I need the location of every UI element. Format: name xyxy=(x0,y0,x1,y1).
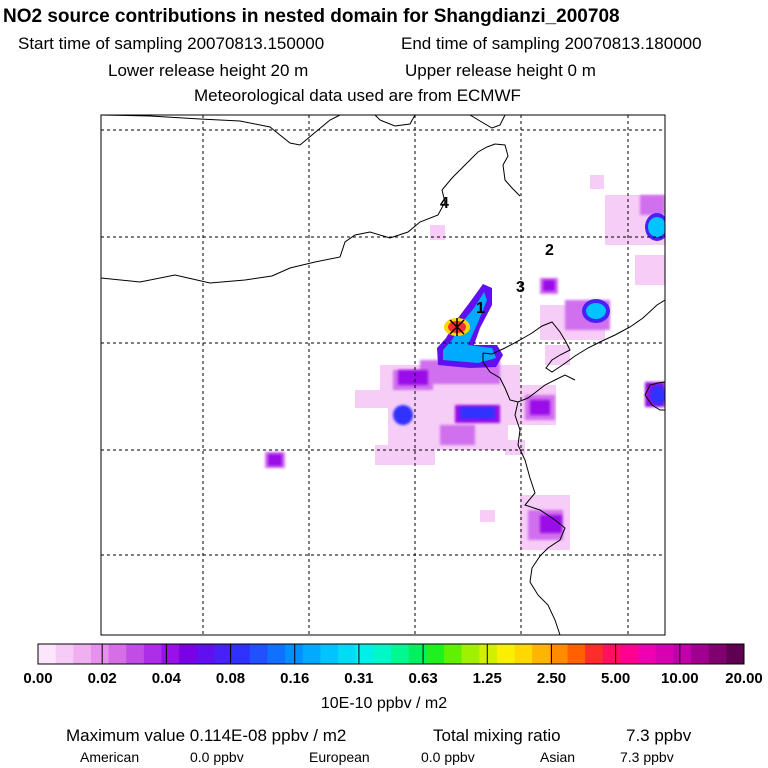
colorbar-unit: 10E-10 ppbv / m2 xyxy=(320,695,448,712)
total-mixing-ratio-label: Total mixing ratio xyxy=(433,726,561,745)
plume-cell xyxy=(398,370,428,385)
plume-cell xyxy=(268,454,282,466)
colorbar-swatch xyxy=(55,644,74,664)
station-marker xyxy=(449,318,465,336)
lower-release-height: Lower release height 20 m xyxy=(108,61,309,80)
plume-layer xyxy=(265,175,665,550)
colorbar-tick-label: 0.31 xyxy=(344,670,374,687)
start-time: Start time of sampling 20070813.150000 xyxy=(18,34,325,53)
plume-cell xyxy=(440,425,475,445)
region-label-2: 2 xyxy=(545,242,554,259)
plume-cell xyxy=(480,510,495,522)
colorbar-swatch xyxy=(355,644,374,664)
plume-cell xyxy=(393,405,413,425)
maximum-value: Maximum value 0.114E-08 ppbv / m2 xyxy=(66,726,347,745)
colorbar-swatch xyxy=(708,644,727,664)
plume-cell xyxy=(635,255,665,285)
plume-cell xyxy=(505,440,525,455)
upper-release-height: Upper release height 0 m xyxy=(405,61,596,80)
colorbar-swatch xyxy=(408,644,427,664)
colorbar-tick-label: 0.02 xyxy=(87,670,117,687)
colorbar-tick-label: 0.08 xyxy=(215,670,246,687)
colorbar-swatch xyxy=(179,644,198,664)
colorbar-swatch xyxy=(691,644,710,664)
colorbar-swatch xyxy=(585,644,604,664)
asian-value: 7.3 ppbv xyxy=(620,749,674,765)
colorbar-swatch xyxy=(126,644,145,664)
plume-cell xyxy=(543,280,555,291)
asian-label: Asian xyxy=(540,749,576,765)
colorbar-swatch xyxy=(567,644,586,664)
colorbar-frame xyxy=(37,643,745,665)
colorbar-swatch xyxy=(514,644,533,664)
region-label-4: 4 xyxy=(440,195,449,212)
plume-cell xyxy=(375,445,435,465)
colorbar-swatch xyxy=(426,644,445,664)
european-label: European xyxy=(309,749,370,765)
colorbar-swatch xyxy=(73,644,92,664)
colorbar-swatch xyxy=(232,644,251,664)
page-title: NO2 source contributions in nested domai… xyxy=(3,6,620,27)
colorbar-swatch xyxy=(638,644,657,664)
coastline xyxy=(101,115,665,635)
colorbar-swatch xyxy=(620,644,639,664)
colorbar-swatch xyxy=(479,644,498,664)
plume-cell xyxy=(540,515,562,533)
colorbar-swatch xyxy=(532,644,551,664)
colorbar-tick-label: 10.00 xyxy=(661,670,699,687)
colorbar-swatch xyxy=(214,644,233,664)
region-label-1: 1 xyxy=(476,300,485,317)
colorbar-swatch xyxy=(373,644,392,664)
colorbar-swatch xyxy=(90,644,110,664)
plot-frame xyxy=(100,114,666,636)
colorbar-swatch xyxy=(391,644,410,664)
colorbar-swatch xyxy=(302,644,321,664)
colorbar-swatch xyxy=(320,644,339,664)
colorbar-tick-label: 5.00 xyxy=(601,670,631,687)
colorbar-swatch xyxy=(602,644,621,664)
colorbar-swatch xyxy=(196,644,215,664)
plume-cell xyxy=(590,175,604,189)
colorbar-swatch xyxy=(143,644,163,664)
plume-cell xyxy=(460,407,495,419)
met-data-source: Meteorological data used are from ECMWF xyxy=(194,86,521,105)
colorbar-swatch xyxy=(249,644,268,664)
colorbar-swatch xyxy=(655,644,674,664)
colorbar-swatch xyxy=(338,644,357,664)
colorbar-swatch xyxy=(267,644,286,664)
colorbar-tick-label: 0.00 xyxy=(23,670,53,687)
european-value: 0.0 ppbv xyxy=(421,749,475,765)
plume-cell xyxy=(650,385,665,405)
plume-cell xyxy=(545,345,570,365)
colorbar-swatch xyxy=(496,644,516,664)
plume-cell xyxy=(586,303,606,319)
colorbar-tick-label: 1.25 xyxy=(472,670,502,687)
colorbar-tick-label: 20.00 xyxy=(725,670,763,687)
colorbar-swatch xyxy=(443,644,463,664)
colorbar-swatch xyxy=(108,644,127,664)
end-time: End time of sampling 20070813.180000 xyxy=(401,34,702,53)
plume-cell xyxy=(530,400,550,415)
american-label: American xyxy=(80,749,140,765)
colorbar-tick-label: 0.04 xyxy=(151,670,181,687)
grid-lines xyxy=(101,115,665,635)
plume-cell xyxy=(648,217,665,237)
colorbar-tick-label: 2.50 xyxy=(536,670,567,687)
colorbar-swatch xyxy=(549,644,568,664)
colorbar-swatch xyxy=(726,644,745,664)
colorbar-tick-label: 0.16 xyxy=(280,670,310,687)
colorbar-swatch xyxy=(285,644,304,664)
plume-cell xyxy=(640,195,665,215)
plume-cell xyxy=(430,225,445,240)
total-mixing-ratio-value: 7.3 ppbv xyxy=(626,726,692,745)
colorbar-swatch xyxy=(161,644,180,664)
region-label-3: 3 xyxy=(516,279,525,296)
american-value: 0.0 ppbv xyxy=(190,749,244,765)
colorbar-swatch xyxy=(673,644,692,664)
colorbar-swatch xyxy=(461,644,480,664)
colorbar-swatch xyxy=(38,644,57,664)
colorbar-tick-label: 0.63 xyxy=(408,670,438,687)
colorbar xyxy=(37,643,745,665)
